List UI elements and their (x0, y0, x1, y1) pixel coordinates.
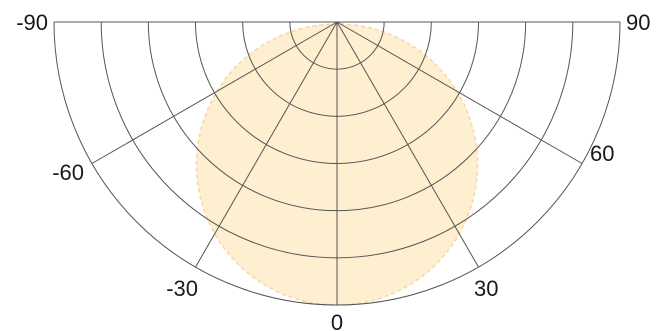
grid-spoke-30 (336, 21, 479, 268)
angle-tick-labels: -90 -60 -30 0 30 60 90 (16, 10, 650, 331)
grid-spoke-neg30 (195, 21, 338, 268)
angle-label-neg90: -90 (16, 10, 48, 35)
grid-spoke-neg60 (91, 21, 338, 164)
grid-spoke-60 (336, 21, 583, 164)
angle-label-neg60: -60 (52, 160, 84, 185)
angle-label-0: 0 (331, 310, 343, 331)
polar-grid (53, 21, 621, 306)
angle-label-60: 60 (590, 141, 614, 166)
angle-label-neg30: -30 (166, 276, 198, 301)
angle-label-30: 30 (474, 276, 498, 301)
angle-label-90: 90 (626, 10, 650, 35)
